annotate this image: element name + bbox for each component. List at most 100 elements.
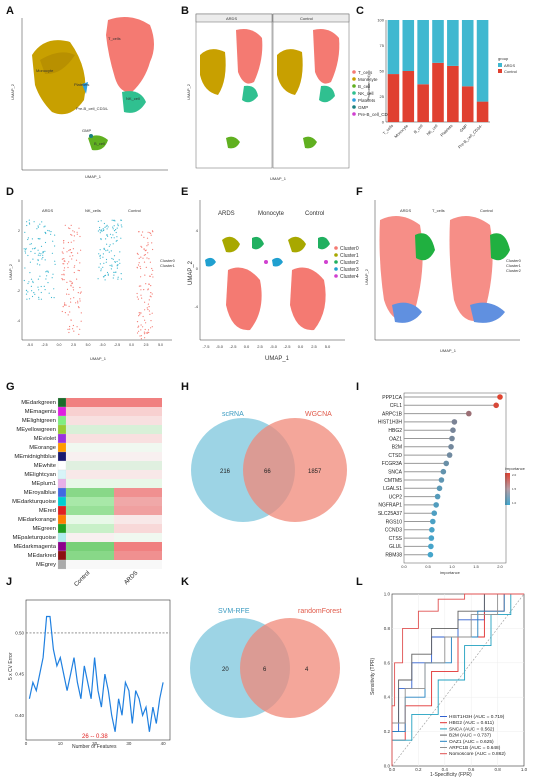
scatter-point (31, 290, 33, 292)
panel-e-facet-ards: ARDS (218, 211, 235, 217)
scatter-point (111, 219, 113, 221)
scatter-point (110, 250, 112, 252)
scatter-point (52, 240, 54, 242)
e-cluster0-ards (226, 267, 262, 331)
scatter-point (136, 296, 138, 298)
heatmap-row-label: MEdarkgreen (21, 400, 56, 406)
scatter-point (80, 249, 82, 251)
panel-e-xtick: 5.0 (325, 344, 331, 349)
scatter-point (112, 277, 114, 279)
scatter-point (37, 249, 39, 251)
panel-e-legend-dot (334, 260, 338, 264)
panel-j-xtick: 30 (126, 741, 132, 746)
heatmap-cell-ards (114, 479, 162, 488)
scatter-point (73, 235, 75, 237)
b-bcell-control (303, 136, 317, 149)
heatmap-cell-control (66, 470, 114, 479)
lollipop-dot (427, 551, 434, 558)
scatter-point (137, 326, 139, 328)
lollipop-gene-label: B2M (392, 445, 402, 451)
label-bcell-a: B_cell (94, 141, 105, 146)
panel-c-stacked-bar: Proportion (%) group ARDS Control T_cell… (366, 18, 517, 150)
scatter-point (151, 312, 153, 314)
scatter-point (149, 261, 151, 263)
scatter-point (151, 242, 153, 244)
scatter-point (40, 291, 42, 294)
panel-b-ylabel: UMAP_2 (186, 83, 191, 100)
scatter-point (140, 234, 143, 236)
scatter-point (47, 271, 49, 273)
scatter-point (107, 249, 109, 251)
scatter-point (63, 263, 65, 265)
scatter-point (148, 306, 150, 308)
scatter-point (70, 284, 72, 286)
scatter-point (39, 275, 41, 277)
scatter-point (28, 219, 30, 221)
panel-i-xlabel: importance (440, 570, 461, 575)
panel-i-xtick: 0.0 (401, 564, 407, 569)
scatter-point (142, 257, 144, 259)
scatter-point (146, 307, 148, 309)
panel-l-xtick: 0.0 (389, 767, 396, 772)
scatter-point (67, 266, 69, 269)
lollipop-gene-label: LGALS1 (383, 486, 402, 492)
panel-i-colorbar (505, 473, 510, 505)
scatter-point (99, 226, 101, 229)
heatmap-module-swatch (57, 469, 67, 480)
heatmap-module-swatch (57, 451, 67, 462)
lollipop-gene-label: NGFRAP1 (378, 503, 402, 509)
roc-legend-label: ARPC1B (AUC = 0.648) (449, 745, 501, 751)
f-cluster0-ards (379, 216, 423, 322)
heatmap-cell-ards (114, 425, 162, 434)
panel-i-legend-title: importance (505, 466, 526, 471)
heatmap-cell-ards (114, 452, 162, 461)
scatter-point (101, 230, 103, 232)
heatmap-cell-control (66, 398, 114, 407)
heatmap-module-swatch (57, 433, 67, 444)
scatter-point (143, 331, 145, 333)
scatter-point (109, 264, 111, 267)
lollipop-gene-label: CTSS (389, 536, 403, 542)
scatter-point (62, 279, 64, 281)
scatter-point (51, 277, 53, 279)
scatter-point (151, 273, 153, 275)
scatter-point (37, 259, 39, 261)
lollipop-gene-label: FCGR3A (382, 461, 403, 467)
scatter-point (27, 254, 29, 257)
scatter-point (71, 283, 73, 285)
scatter-point (27, 282, 29, 285)
scatter-point (120, 278, 122, 280)
scatter-point (149, 275, 151, 277)
panel-c-legend-control: Control (504, 69, 517, 74)
heatmap-cell-ards (114, 515, 162, 524)
scatter-point (63, 242, 65, 244)
panel-j-xtick: 20 (92, 741, 98, 746)
lollipop-gene-label: UCP2 (389, 494, 403, 500)
scatter-point (68, 293, 70, 295)
panel-c-ytick: 100 (377, 18, 384, 23)
scatter-point (53, 297, 55, 299)
scatter-point (148, 258, 150, 260)
panel-b-legend-label: B_cell (358, 84, 370, 89)
scatter-point (24, 231, 26, 233)
e-cluster4-control (324, 260, 328, 264)
lollipop-gene-label: CFL1 (390, 403, 402, 409)
scatter-point (69, 249, 71, 251)
scatter-point (106, 243, 108, 245)
scatter-point (68, 227, 70, 229)
heatmap-cell-control (66, 542, 114, 551)
scatter-point (152, 276, 154, 278)
lollipop-gene-label: PPP1CA (382, 395, 402, 401)
panel-l-roc: 1-Specificity (FPR) Sensitivity (TPR) HI… (370, 592, 528, 779)
heatmap-row-label: MElightcyan (24, 472, 56, 478)
scatter-point (28, 298, 31, 300)
label-preb-a: Pre-B_cell_CD34- (76, 106, 109, 111)
scatter-point (73, 297, 75, 299)
scatter-point (99, 263, 101, 265)
heatmap-cell-control (66, 425, 114, 434)
panel-a-umap: T_cells Monocyte Platelets NK_cell Pre-B… (10, 16, 168, 179)
scatter-point (27, 238, 29, 241)
scatter-point (109, 233, 112, 235)
panel-e-umap: ARDS Monocyte Control Cluster0Cluster1Cl… (188, 200, 359, 362)
scatter-point (108, 245, 110, 247)
